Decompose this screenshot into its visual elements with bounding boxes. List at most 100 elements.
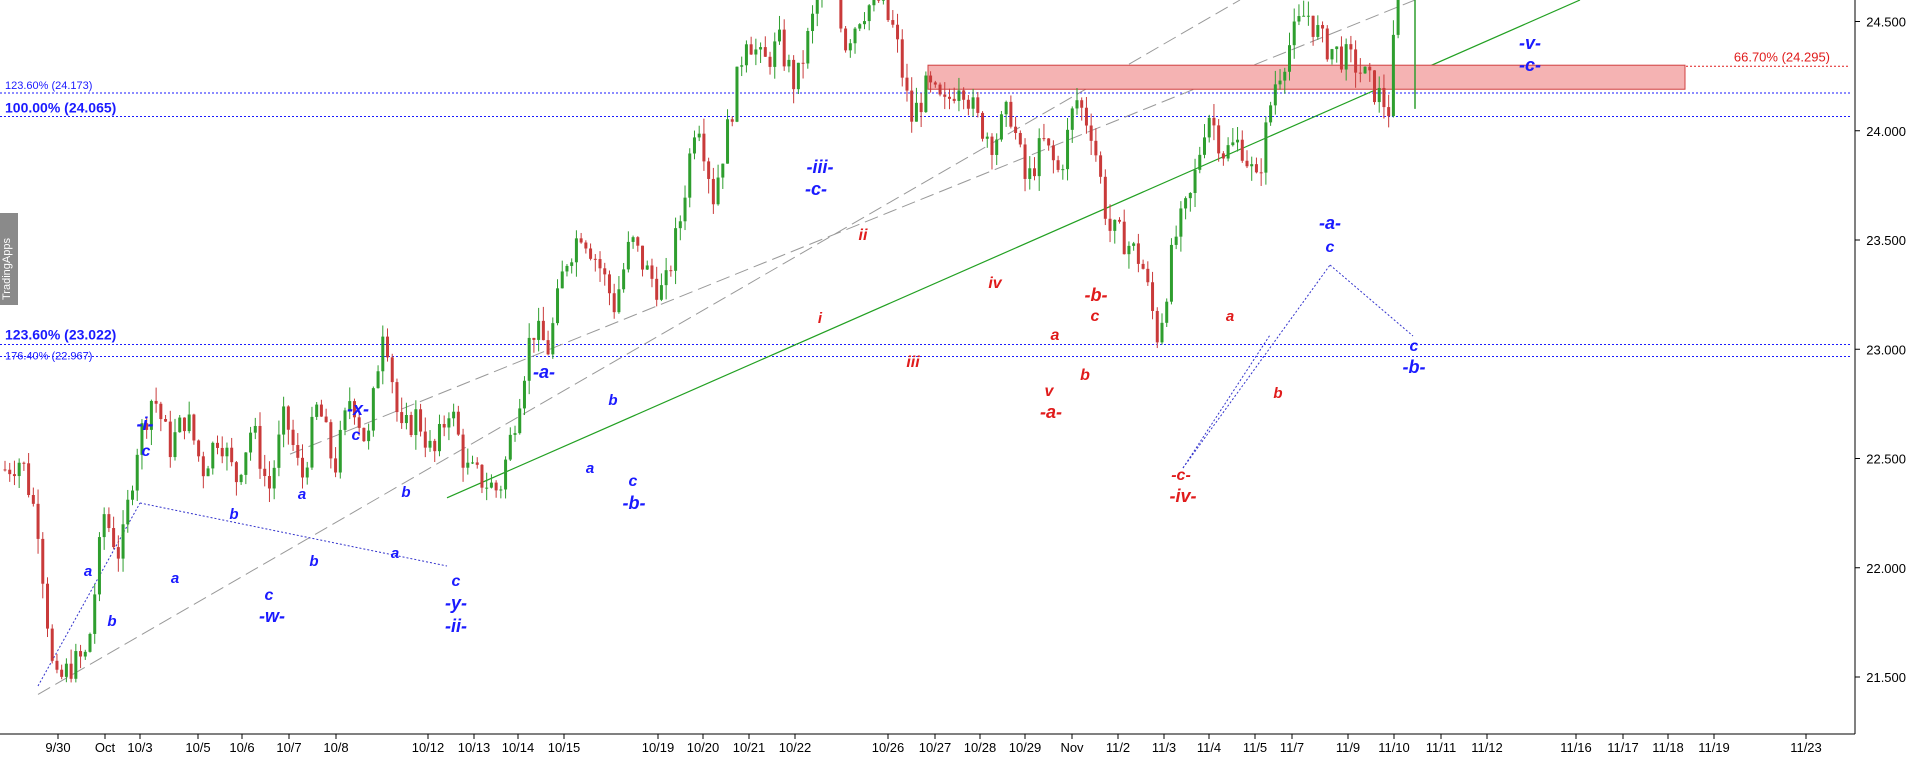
candle-body [216, 442, 220, 448]
wave-label: c [265, 587, 274, 604]
candle-body [532, 337, 536, 340]
candle-body [234, 462, 238, 483]
candle-body [1018, 132, 1022, 145]
candle-body [886, 0, 890, 21]
wave-label: c [352, 427, 361, 444]
wave-label: -w- [259, 606, 285, 626]
candle-body [50, 628, 54, 661]
wave-label: -b- [1403, 357, 1426, 377]
candle-body [1311, 15, 1315, 37]
candle-body [1292, 21, 1296, 46]
x-tick-label: 11/16 [1560, 740, 1592, 755]
candle-body [267, 476, 271, 489]
candle-body [645, 265, 649, 270]
x-tick-label: 11/11 [1426, 740, 1457, 755]
x-tick-label: 10/26 [872, 740, 905, 755]
candle-body [702, 133, 706, 162]
candle-body [239, 474, 243, 483]
wave-label: -iii- [807, 157, 834, 177]
wave-label: -c- [1171, 467, 1191, 484]
candle-body [211, 442, 215, 469]
candle-body [173, 432, 177, 458]
candle-body [404, 414, 408, 424]
candle-body [201, 456, 205, 477]
candle-body [381, 336, 385, 372]
wave-connector [139, 502, 448, 567]
candle-body [999, 114, 1003, 140]
wave-label: b [229, 506, 238, 523]
candle-body [1056, 160, 1060, 170]
candle-body [88, 633, 92, 652]
x-tick-label: Oct [95, 740, 116, 755]
candle-body [1099, 155, 1103, 177]
candle-body [900, 39, 904, 78]
watermark-box [0, 213, 18, 305]
candle-body [1169, 244, 1173, 302]
x-tick-label: 11/9 [1336, 740, 1360, 755]
candle-body [97, 537, 101, 595]
wave-label: -i- [137, 414, 154, 434]
candle-body [1127, 245, 1131, 255]
candle-body [556, 288, 560, 324]
candle-body [197, 440, 201, 457]
candle-body [395, 382, 399, 413]
wave-label: b [1080, 367, 1090, 384]
candle-body [683, 197, 687, 222]
candle-body [324, 416, 328, 423]
candle-body [343, 410, 347, 430]
candle-body [584, 242, 588, 249]
candle-body [149, 400, 153, 430]
candle-body [881, 0, 885, 1]
wave-label: a [586, 460, 594, 477]
candle-body [135, 454, 139, 491]
candle-body [367, 430, 371, 442]
x-tick-label: 10/8 [323, 740, 348, 755]
wave-label: a [84, 563, 92, 580]
candle-body [69, 663, 73, 679]
candle-body [546, 340, 550, 355]
wave-label: c [1410, 338, 1419, 355]
candle-body [711, 178, 715, 205]
candle-body [1023, 144, 1027, 179]
candle-body [1339, 46, 1343, 70]
candle-body [744, 44, 748, 66]
candle-body [957, 90, 961, 101]
x-tick-label: 10/19 [642, 740, 675, 755]
candle-body [560, 271, 564, 289]
y-tick-label: 24.500 [1866, 15, 1906, 30]
candle-body [41, 538, 45, 584]
candle-body [1212, 117, 1216, 126]
candle-body [933, 82, 937, 85]
candle-body [1028, 168, 1032, 179]
candle-body [409, 414, 413, 436]
candle-body [12, 474, 16, 477]
candle-body [447, 418, 451, 428]
candle-body [759, 47, 763, 50]
candle-body [664, 270, 668, 286]
candle-body [258, 425, 262, 469]
candle-body [489, 482, 493, 488]
candle-body [400, 412, 404, 424]
candle-body [806, 31, 810, 64]
wave-connector [1182, 264, 1331, 469]
candle-body [131, 490, 135, 500]
candle-body [1094, 140, 1098, 156]
candle-body [1136, 243, 1140, 264]
candle-body [896, 24, 900, 40]
candle-body [376, 371, 380, 389]
wave-label: c [452, 573, 461, 590]
candle-body [787, 59, 791, 67]
candle-body [1103, 176, 1107, 219]
candle-body [1014, 126, 1018, 133]
wave-label: -c- [1519, 55, 1541, 75]
candle-body [792, 59, 796, 90]
candle-body [518, 408, 522, 434]
x-tick-label: 11/23 [1790, 740, 1822, 755]
candle-body [154, 400, 158, 404]
candle-body [815, 0, 819, 14]
candle-body [79, 651, 83, 657]
candle-body [966, 99, 970, 109]
watermark-text: TradingApps [1, 238, 13, 300]
